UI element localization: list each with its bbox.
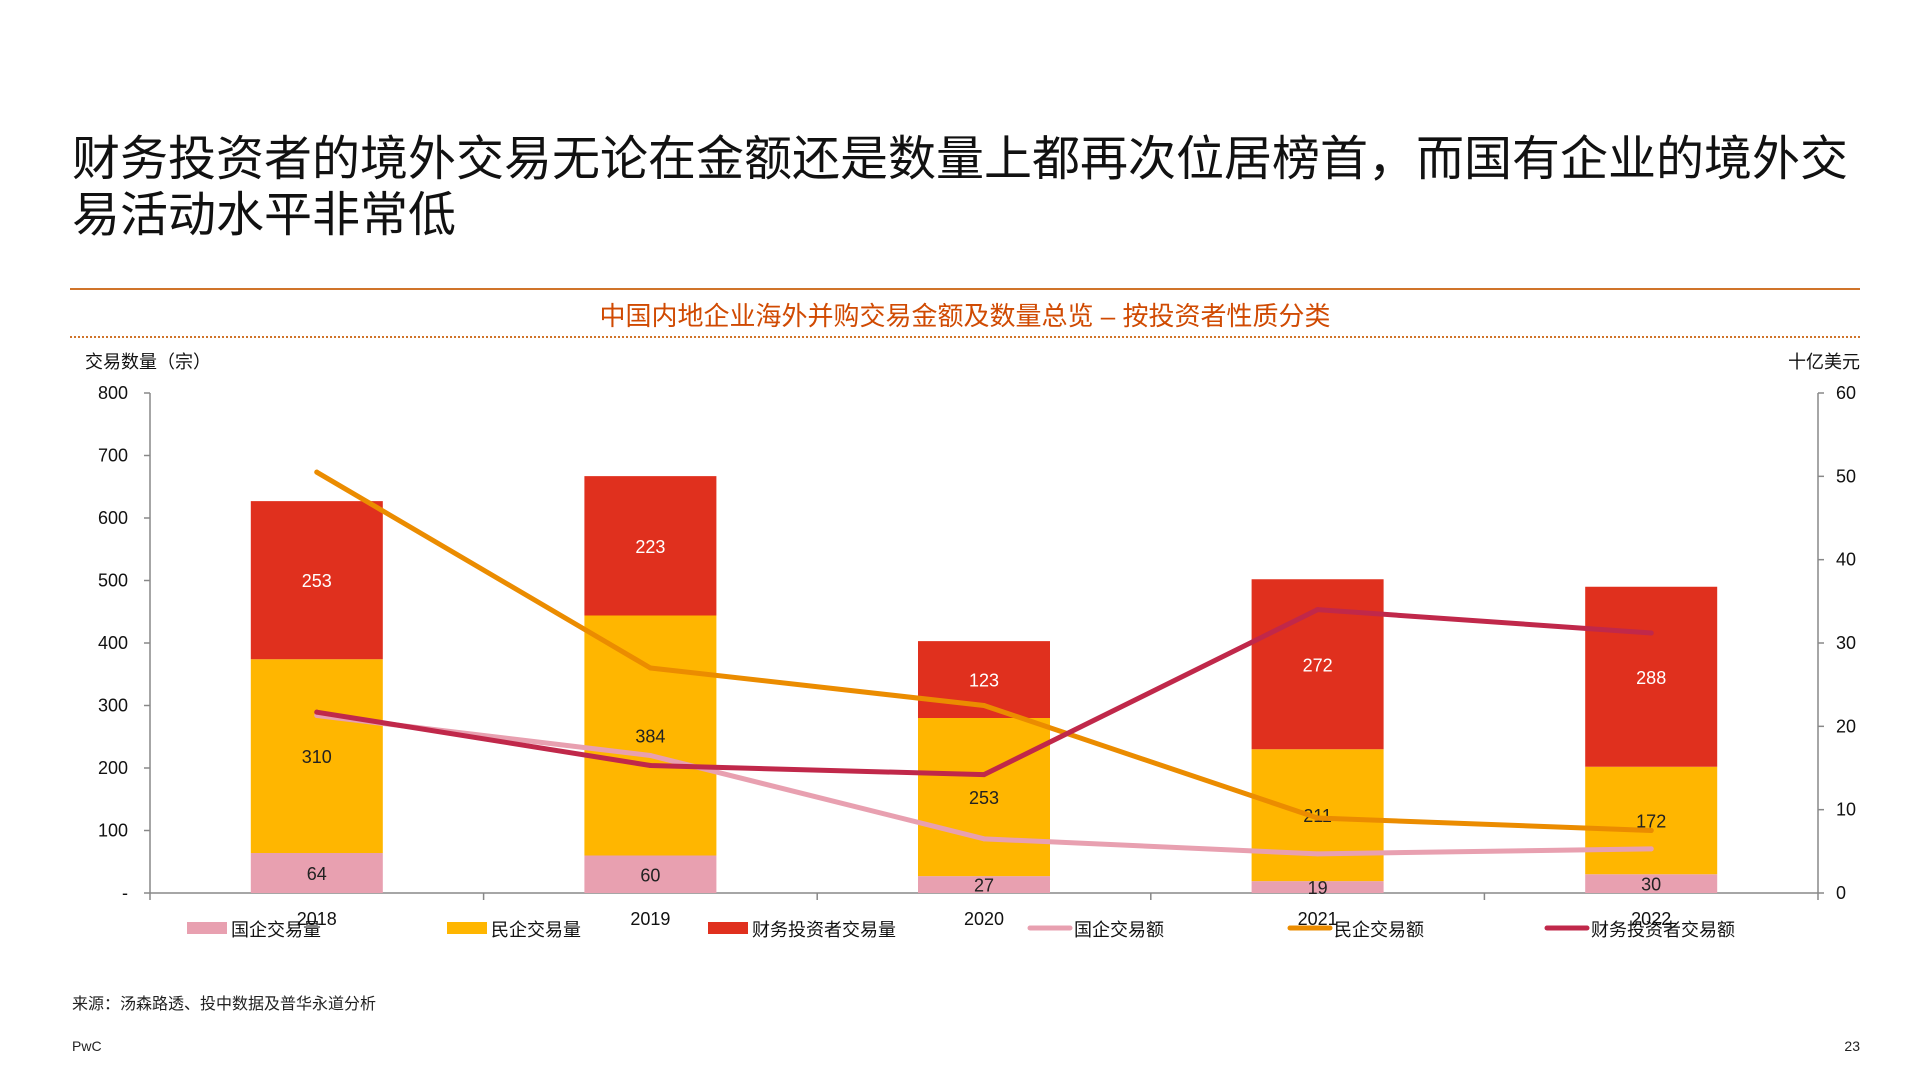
y-left-tick-label: 600 bbox=[98, 508, 128, 528]
line-point bbox=[1648, 846, 1654, 852]
bar-data-label: 288 bbox=[1636, 668, 1666, 688]
y-left-tick-label: 100 bbox=[98, 821, 128, 841]
y-right-tick-label: 10 bbox=[1836, 800, 1856, 820]
bar-segment bbox=[584, 476, 717, 616]
bar-data-label: 64 bbox=[307, 864, 327, 884]
bar-data-label: 384 bbox=[635, 727, 665, 747]
page-number: 23 bbox=[1844, 1038, 1860, 1054]
x-tick-label: 2019 bbox=[630, 909, 670, 929]
y-right-axis-title: 十亿美元 bbox=[1788, 352, 1860, 372]
bar-data-label: 223 bbox=[635, 537, 665, 557]
bar-segment bbox=[918, 876, 1050, 893]
y-right-tick-label: 20 bbox=[1836, 716, 1856, 736]
bar-data-label: 253 bbox=[969, 788, 999, 808]
y-right-tick-label: 50 bbox=[1836, 466, 1856, 486]
bar-data-label: 253 bbox=[302, 571, 332, 591]
line-point bbox=[314, 469, 320, 475]
line-point bbox=[981, 772, 987, 778]
bar-data-label: 60 bbox=[640, 865, 660, 885]
x-tick-label: 2020 bbox=[964, 909, 1004, 929]
bar-segment bbox=[584, 615, 717, 856]
line-point bbox=[647, 753, 653, 758]
chart-title-divider bbox=[70, 336, 1860, 338]
bar-segment bbox=[1251, 881, 1384, 893]
line-point bbox=[1315, 607, 1321, 613]
bar-segment bbox=[250, 501, 383, 660]
line-point bbox=[981, 836, 987, 842]
y-left-tick-label: 300 bbox=[98, 696, 128, 716]
x-tick-label: 2022 bbox=[1631, 909, 1671, 929]
legend-swatch bbox=[187, 922, 227, 934]
y-left-tick-label: 200 bbox=[98, 758, 128, 778]
title-divider bbox=[70, 288, 1860, 290]
legend-label: 财务投资者交易额 bbox=[1591, 920, 1735, 940]
bar-segment bbox=[1251, 749, 1384, 882]
line-point bbox=[647, 763, 653, 768]
chart-title: 中国内地企业海外并购交易金额及数量总览 – 按投资者性质分类 bbox=[599, 301, 1331, 331]
x-tick-label: 2018 bbox=[297, 909, 337, 929]
x-tick-label: 2021 bbox=[1298, 909, 1338, 929]
legend-swatch bbox=[447, 922, 487, 934]
bar-data-label: 123 bbox=[969, 671, 999, 691]
bar-data-label: 19 bbox=[1308, 878, 1328, 898]
bar-segment bbox=[1585, 586, 1718, 767]
brand-label: PwC bbox=[72, 1038, 102, 1054]
line-point bbox=[1315, 851, 1321, 857]
bar-segment bbox=[918, 718, 1050, 877]
legend-label: 财务投资者交易量 bbox=[752, 920, 896, 940]
slide-title-line-2: 易活动水平非常低 bbox=[72, 189, 457, 242]
bar-data-label: 272 bbox=[1303, 655, 1333, 675]
legend-label: 民企交易量 bbox=[491, 920, 581, 940]
bar-segment bbox=[1585, 766, 1718, 875]
legend-label: 国企交易额 bbox=[1074, 920, 1164, 940]
bar-segment bbox=[1585, 874, 1718, 893]
bar-segment bbox=[250, 853, 383, 893]
y-right-tick-label: 40 bbox=[1836, 550, 1856, 570]
bar-data-label: 172 bbox=[1636, 812, 1666, 832]
slide-title-line-1: 财务投资者的境外交易无论在金额还是数量上都再次位居榜首，而国有企业的境外交 bbox=[72, 133, 1849, 186]
y-right-tick-label: 60 bbox=[1836, 383, 1856, 403]
bar-segment bbox=[584, 855, 717, 893]
bar-data-label: 30 bbox=[1641, 875, 1661, 895]
line-point bbox=[1648, 828, 1654, 833]
y-left-axis-title: 交易数量（宗） bbox=[85, 352, 211, 372]
line-point bbox=[647, 665, 653, 671]
legend-label: 民企交易额 bbox=[1334, 920, 1424, 940]
y-right-tick-label: 0 bbox=[1836, 883, 1846, 903]
legend-label: 国企交易量 bbox=[231, 920, 321, 940]
y-left-tick-label: 700 bbox=[98, 446, 128, 466]
line-point bbox=[1315, 815, 1321, 821]
y-left-tick-label: 500 bbox=[98, 571, 128, 591]
slide-title: 财务投资者的境外交易无论在金额还是数量上都再次位居榜首，而国有企业的境外交 易活… bbox=[72, 132, 1872, 244]
y-left-tick-label: 400 bbox=[98, 633, 128, 653]
line-point bbox=[1648, 630, 1654, 636]
line-point bbox=[314, 709, 320, 715]
bar-data-label: 310 bbox=[302, 747, 332, 767]
y-left-tick-label: 800 bbox=[98, 383, 128, 403]
y-left-tick-label: - bbox=[122, 883, 128, 903]
bar-segment bbox=[250, 659, 383, 853]
source-note: 来源：汤森路透、投中数据及普华永道分析 bbox=[72, 996, 377, 1013]
bar-data-label: 27 bbox=[974, 876, 994, 896]
legend-swatch bbox=[708, 922, 748, 934]
line-point bbox=[981, 703, 987, 708]
y-right-tick-label: 30 bbox=[1836, 633, 1856, 653]
